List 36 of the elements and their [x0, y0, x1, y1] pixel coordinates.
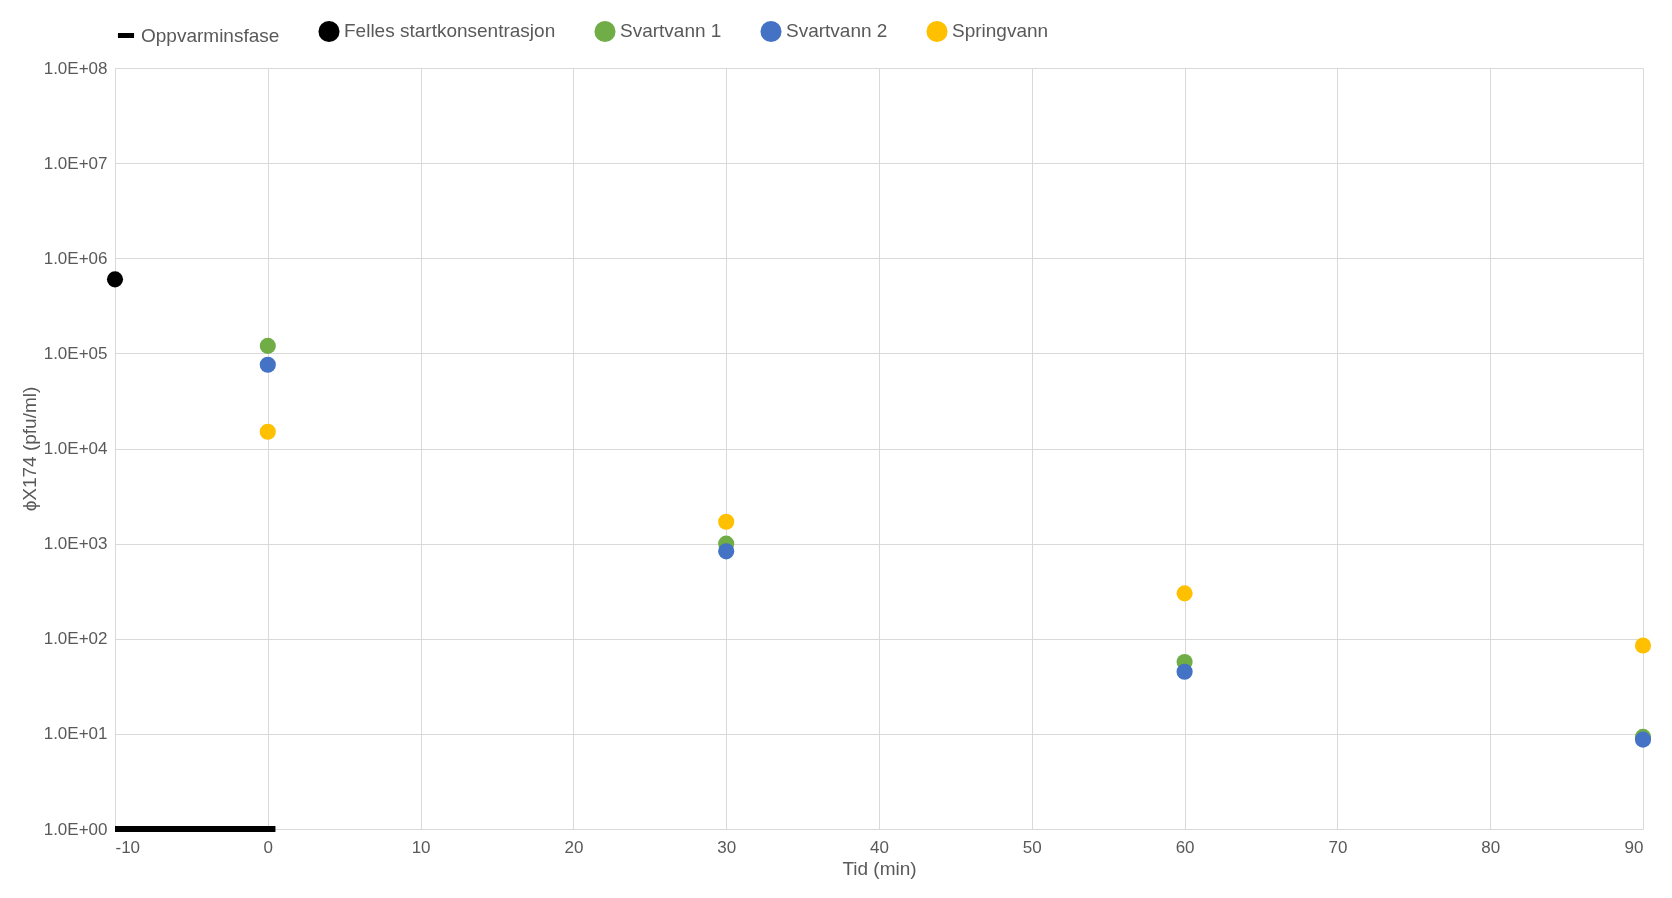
point: [259, 356, 276, 373]
x-tick-label: 70: [1328, 837, 1348, 857]
legend-label: Felles startkonsentrasjon: [344, 20, 556, 42]
y-tick-label: 1.0E+00: [43, 819, 108, 839]
point: [259, 423, 276, 440]
x-tick-label: 50: [1022, 837, 1042, 857]
x-tick-label: 10: [411, 837, 431, 857]
y-tick-label: 1.0E+01: [43, 724, 108, 744]
y-tick-label: 1.0E+04: [43, 439, 108, 458]
y-tick-label: 1.0E+02: [43, 629, 108, 649]
point: [1634, 637, 1652, 654]
point: [259, 337, 276, 354]
x-tick-label: -10: [115, 837, 141, 857]
y-tick-label: 1.0E+08: [43, 58, 108, 78]
x-tick-label: 0: [263, 837, 274, 857]
y-tick-label: 1.0E+03: [43, 534, 108, 554]
point: [1176, 663, 1193, 680]
legend-label: Springvann: [952, 20, 1049, 42]
point: [1176, 585, 1193, 602]
point: [718, 513, 735, 530]
point: [718, 543, 735, 560]
y-axis-title: ϕX174 (pfu/ml): [18, 386, 40, 512]
legend-label: Svartvann 1: [620, 20, 722, 42]
y-tick-label: 1.0E+06: [43, 248, 108, 268]
y-tick-label: 1.0E+07: [43, 153, 108, 173]
x-tick-label: 20: [564, 837, 584, 857]
x-tick-label: 40: [870, 837, 889, 857]
x-axis-title: Tid (min): [842, 857, 917, 879]
legend-label: Oppvarminsfase: [141, 24, 280, 46]
x-tick-label: 30: [717, 837, 737, 857]
point: [106, 271, 124, 288]
x-tick-label: 80: [1481, 837, 1501, 857]
y-tick-label: 1.0E+05: [43, 343, 108, 363]
legend-label: Svartvann 2: [786, 20, 888, 42]
x-tick-label: 90: [1624, 837, 1644, 857]
x-tick-label: 60: [1175, 837, 1195, 857]
